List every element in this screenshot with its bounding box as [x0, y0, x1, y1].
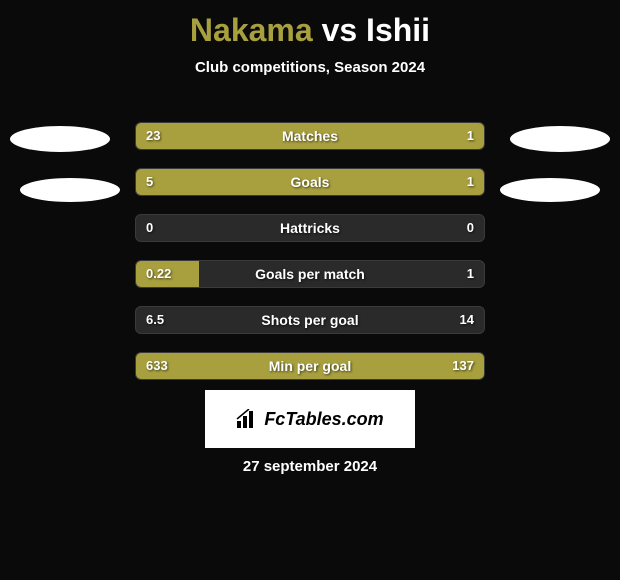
stats-bars: Matches231Goals51Hattricks00Goals per ma…: [135, 122, 485, 398]
stat-value-left: 0: [146, 215, 153, 241]
stat-row: Shots per goal6.5 14: [135, 306, 485, 334]
stat-label: Goals per match: [136, 261, 484, 287]
stat-label: Matches: [136, 123, 484, 149]
stat-value-right: 1: [467, 169, 474, 195]
comparison-title: Nakama vs Ishii: [0, 0, 620, 49]
stat-value-right: 1: [467, 123, 474, 149]
player1-avatar: [10, 126, 110, 152]
player2-club-badge: [500, 178, 600, 202]
stat-row: Matches23 1: [135, 122, 485, 150]
stat-row: Min per goal633 137: [135, 352, 485, 380]
brand-logo[interactable]: FcTables.com: [205, 390, 415, 448]
player1-name: Nakama: [190, 12, 313, 48]
player2-avatar: [510, 126, 610, 152]
stat-value-right: 14: [460, 307, 474, 333]
stat-row: Goals5 1: [135, 168, 485, 196]
footer-date: 27 september 2024: [0, 458, 620, 475]
stat-value-left: 5: [146, 169, 153, 195]
subtitle: Club competitions, Season 2024: [0, 59, 620, 76]
brand-text: FcTables.com: [264, 409, 383, 430]
stat-row: Hattricks0 0: [135, 214, 485, 242]
stat-value-left: 6.5: [146, 307, 164, 333]
vs-separator: vs: [322, 12, 358, 48]
stat-row: Goals per match0.22 1: [135, 260, 485, 288]
stat-value-right: 137: [452, 353, 474, 379]
player1-club-badge: [20, 178, 120, 202]
stat-label: Hattricks: [136, 215, 484, 241]
stat-label: Min per goal: [136, 353, 484, 379]
stat-value-left: 633: [146, 353, 168, 379]
stat-value-right: 1: [467, 261, 474, 287]
stat-value-left: 0.22: [146, 261, 171, 287]
stat-label: Shots per goal: [136, 307, 484, 333]
stat-value-left: 23: [146, 123, 160, 149]
chart-icon: [236, 409, 258, 429]
player2-name: Ishii: [366, 12, 430, 48]
stat-label: Goals: [136, 169, 484, 195]
stat-value-right: 0: [467, 215, 474, 241]
